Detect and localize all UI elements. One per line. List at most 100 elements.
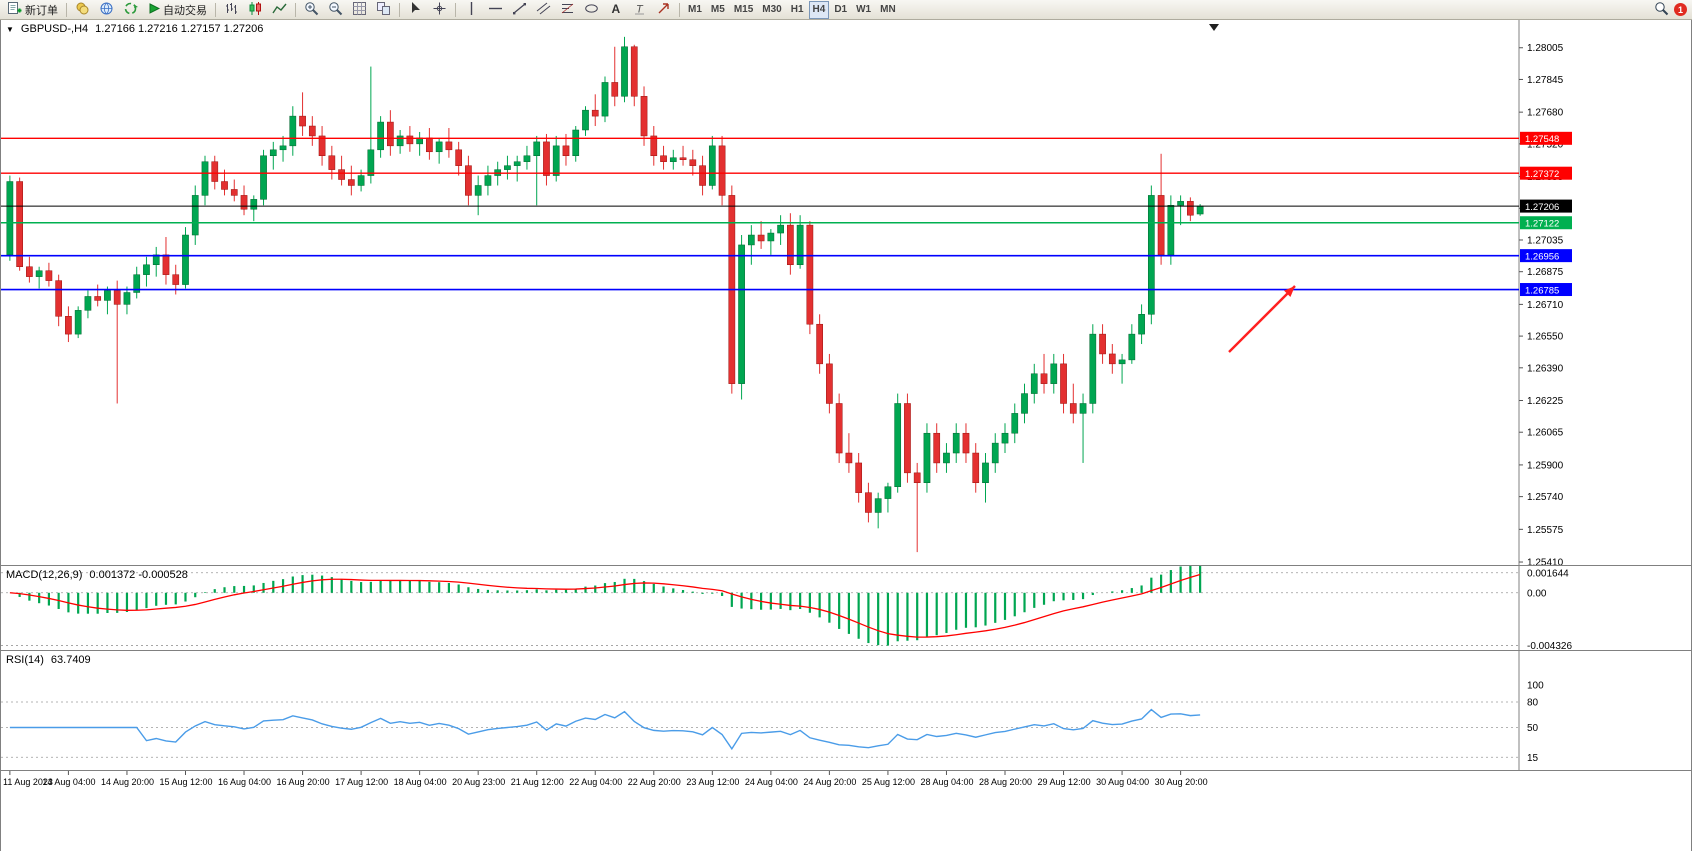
svg-text:1.27680: 1.27680: [1527, 108, 1564, 119]
label-button[interactable]: T: [628, 1, 651, 19]
auto-trading-button[interactable]: 自动交易: [143, 1, 211, 19]
svg-text:-0.004326: -0.004326: [1527, 641, 1572, 650]
timeframe-mn-button[interactable]: MN: [876, 1, 900, 19]
bar-chart-button[interactable]: [220, 1, 243, 19]
bar-chart-icon: [224, 1, 239, 19]
svg-text:1.27548: 1.27548: [1525, 134, 1559, 145]
svg-text:24 Aug 04:00: 24 Aug 04:00: [745, 777, 798, 787]
globe-button[interactable]: [95, 1, 118, 19]
svg-text:28 Aug 04:00: 28 Aug 04:00: [920, 777, 973, 787]
new-order-icon: [7, 1, 22, 19]
svg-text:50: 50: [1527, 723, 1539, 734]
price-tags: 1.27548 1.27372 1.27206 1.27122 1.26956 1.267…: [1520, 131, 1572, 296]
timeframe-h4-button[interactable]: H4: [808, 0, 830, 19]
svg-text:18 Aug 04:00: 18 Aug 04:00: [394, 777, 447, 787]
svg-text:1.28005: 1.28005: [1527, 43, 1564, 54]
horizontal-line-icon: [488, 1, 503, 19]
toolbar-separator: [295, 2, 296, 17]
svg-text:11 Aug 2023: 11 Aug 2023: [3, 777, 53, 787]
svg-text:1.27035: 1.27035: [1527, 235, 1564, 246]
timeframe-w1-button[interactable]: W1: [852, 1, 875, 19]
crosshair-button[interactable]: [428, 1, 451, 19]
macd-canvas[interactable]: 0.001644 0.00 -0.004326: [1, 566, 1691, 650]
time-axis[interactable]: 11 Aug 2023 14 Aug 04:00 14 Aug 20:00 15 Au…: [1, 771, 1691, 795]
timeframe-mn-label: MN: [880, 4, 896, 15]
trendline-button[interactable]: [508, 1, 531, 19]
trend-arrow-annotation[interactable]: [1228, 285, 1296, 353]
svg-text:1.25575: 1.25575: [1527, 525, 1564, 536]
svg-text:0.00: 0.00: [1527, 588, 1547, 599]
svg-text:16 Aug 20:00: 16 Aug 20:00: [277, 777, 330, 787]
zoom-out-button[interactable]: [324, 1, 347, 19]
globe-icon: [99, 1, 114, 19]
svg-text:30 Aug 20:00: 30 Aug 20:00: [1155, 777, 1208, 787]
macd-panel[interactable]: 0.001644 0.00 -0.004326 MACD(12,26,9) 0.00…: [1, 566, 1691, 651]
refresh-button[interactable]: [119, 1, 142, 19]
timeframe-m30-label: M30: [762, 4, 782, 15]
horizontal-line-button[interactable]: [484, 1, 507, 19]
coins-button[interactable]: [71, 1, 94, 19]
price-chart-panel[interactable]: 1.280051.278451.276801.275201.273551.271…: [1, 20, 1691, 566]
macd-histog: [18, 566, 1202, 646]
fibonacci-button[interactable]: [556, 1, 579, 19]
symbol-dropdown-icon[interactable]: ▼: [6, 24, 14, 34]
rsi-panel[interactable]: 100 80 50 15 RSI(14) 63.7409: [1, 651, 1691, 771]
channel-icon: [536, 1, 551, 19]
text-button[interactable]: A: [604, 1, 627, 19]
chart-shift-marker[interactable]: [1209, 24, 1219, 31]
timeframe-m5-label: M5: [710, 4, 725, 15]
cursor-button[interactable]: [404, 1, 427, 19]
grid-button[interactable]: [348, 1, 371, 19]
svg-text:1.26956: 1.26956: [1525, 251, 1559, 262]
toolbar-separator: [455, 2, 456, 17]
text-icon: A: [608, 1, 623, 19]
timeframe-d1-button[interactable]: D1: [830, 1, 851, 19]
zoom-out-icon: [328, 1, 343, 19]
svg-text:1.26785: 1.26785: [1525, 285, 1559, 296]
candlestick-chart-icon: [248, 1, 263, 19]
timeframe-m15-button[interactable]: M15: [730, 1, 757, 19]
timeframe-m5-button[interactable]: M5: [707, 1, 729, 19]
search-button[interactable]: [1650, 1, 1673, 19]
line-chart-button[interactable]: [268, 1, 291, 19]
horizontal-lines[interactable]: [1, 137, 1519, 291]
toolbar-separator: [66, 2, 67, 17]
svg-text:29 Aug 12:00: 29 Aug 12:00: [1038, 777, 1091, 787]
search-icon: [1654, 1, 1669, 19]
toolbar-separator: [215, 2, 216, 17]
notification-badge[interactable]: 1: [1674, 3, 1687, 16]
svg-text:100: 100: [1527, 681, 1544, 692]
candles: [6, 36, 1204, 553]
arrow-tool-icon: [656, 1, 671, 19]
svg-text:28 Aug 20:00: 28 Aug 20:00: [979, 777, 1032, 787]
price-chart-canvas[interactable]: 1.280051.278451.276801.275201.273551.271…: [1, 20, 1691, 565]
rsi-canvas[interactable]: 100 80 50 15: [1, 651, 1691, 770]
svg-text:15: 15: [1527, 753, 1539, 764]
autotrade-play-icon: [147, 2, 161, 18]
timeframe-h1-button[interactable]: H1: [787, 1, 808, 19]
timeframe-m30-button[interactable]: M30: [758, 1, 785, 19]
timeframe-d1-label: D1: [834, 4, 848, 15]
vertical-line-button[interactable]: [460, 1, 483, 19]
channel-button[interactable]: [532, 1, 555, 19]
candlestick-chart-button[interactable]: [244, 1, 267, 19]
trendline-icon: [512, 1, 527, 19]
ellipse-icon: [584, 1, 599, 19]
new-order-button[interactable]: 新订单: [3, 1, 62, 19]
shapes-button[interactable]: [580, 1, 603, 19]
price-axis[interactable]: 1.280051.278451.276801.275201.273551.271…: [1519, 43, 1564, 565]
timeframe-m1-button[interactable]: M1: [684, 1, 706, 19]
arrow-tool-button[interactable]: [652, 1, 675, 19]
tile-windows-button[interactable]: [372, 1, 395, 19]
toolbar-separator: [679, 2, 680, 17]
svg-text:1.26710: 1.26710: [1527, 300, 1564, 311]
svg-text:80: 80: [1527, 698, 1539, 709]
svg-text:1.26390: 1.26390: [1527, 363, 1564, 374]
vertical-line-icon: [464, 1, 479, 19]
chart-window: 1.280051.278451.276801.275201.273551.271…: [0, 20, 1692, 851]
svg-text:0.001644: 0.001644: [1527, 568, 1569, 579]
zoom-in-icon: [304, 1, 319, 19]
zoom-in-button[interactable]: [300, 1, 323, 19]
cursor-icon: [408, 1, 423, 19]
